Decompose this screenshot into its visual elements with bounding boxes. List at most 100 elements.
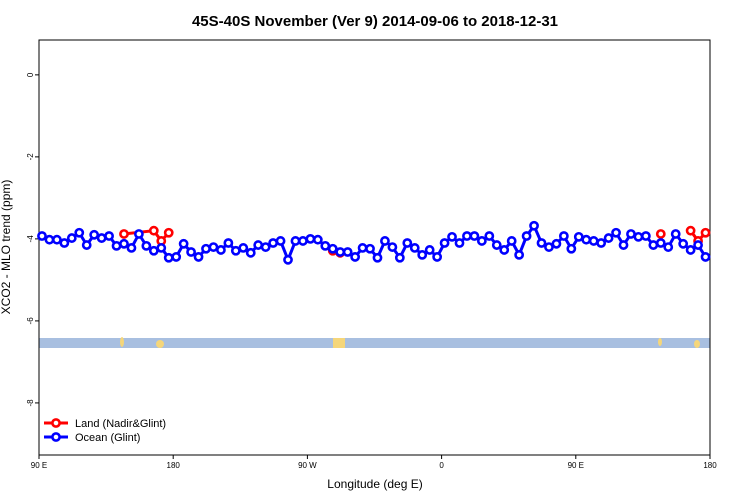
point <box>201 243 211 254</box>
point <box>163 227 174 238</box>
point <box>283 254 293 265</box>
point <box>648 240 659 250</box>
point <box>596 238 607 248</box>
y-tick-label: -8 <box>26 399 35 407</box>
land-patch <box>694 340 700 348</box>
point <box>126 243 137 253</box>
point <box>268 238 279 248</box>
point <box>260 242 271 252</box>
point <box>387 242 398 252</box>
point <box>536 238 547 248</box>
point <box>320 240 331 251</box>
point <box>96 233 107 243</box>
point <box>223 238 234 248</box>
legend-marker <box>51 432 61 442</box>
point <box>603 233 614 243</box>
point <box>588 236 599 246</box>
legend: Land (Nadir&Glint) Ocean (Glint) <box>44 418 166 444</box>
point <box>424 245 435 255</box>
point <box>499 245 510 255</box>
y-axis-label: XCO2 - MLO trend (ppm) <box>0 180 13 315</box>
point <box>611 227 621 238</box>
legend-label: Land (Nadir&Glint) <box>75 418 166 430</box>
point <box>432 252 443 262</box>
x-tick-label: 180 <box>703 461 717 470</box>
point <box>275 236 286 246</box>
point <box>305 233 316 244</box>
legend-label: Ocean (Glint) <box>75 432 140 444</box>
land-patch <box>156 340 164 348</box>
point <box>253 240 264 250</box>
ocean-band <box>39 338 710 348</box>
point <box>119 238 129 249</box>
point <box>111 240 122 251</box>
point <box>298 236 308 246</box>
y-tick-label: -4 <box>26 235 35 243</box>
point <box>327 243 338 254</box>
point <box>365 243 375 254</box>
point <box>372 252 383 263</box>
land-mask-band <box>39 337 710 348</box>
y-tick-label: -6 <box>26 317 35 325</box>
point <box>544 242 554 252</box>
point <box>558 231 569 241</box>
point <box>626 229 636 239</box>
x-tick-label: 90 E <box>568 461 584 470</box>
point <box>193 252 204 262</box>
point <box>66 233 77 243</box>
point <box>663 242 674 252</box>
point <box>417 249 428 260</box>
point <box>633 231 644 242</box>
point <box>81 240 92 250</box>
chart-title: 45S-40S November (Ver 9) 2014-09-06 to 2… <box>192 13 558 30</box>
point <box>618 240 629 250</box>
x-tick-label: 90 E <box>31 461 47 470</box>
point <box>454 238 465 248</box>
point <box>59 238 70 248</box>
point <box>700 252 711 262</box>
point <box>566 243 577 254</box>
point <box>581 234 592 245</box>
point <box>230 245 241 256</box>
point <box>216 245 226 255</box>
land-patch <box>333 338 345 348</box>
point <box>469 231 480 241</box>
point <box>514 249 525 260</box>
y-tick-label: -2 <box>26 153 35 161</box>
point <box>37 231 47 241</box>
x-tick-label: 180 <box>167 461 181 470</box>
legend-marker <box>51 418 61 428</box>
point <box>141 240 152 251</box>
y-tick-label: 0 <box>26 72 35 77</box>
point <box>394 252 405 263</box>
point <box>640 231 651 241</box>
land-patch <box>658 338 662 346</box>
point <box>439 238 450 248</box>
point <box>462 231 472 241</box>
point <box>693 240 703 250</box>
point <box>186 247 196 257</box>
point <box>402 238 413 248</box>
point <box>685 245 696 255</box>
point <box>74 227 85 238</box>
point <box>521 231 532 241</box>
point <box>573 231 584 242</box>
point <box>685 225 696 236</box>
point <box>178 238 189 249</box>
point <box>551 238 562 249</box>
point <box>655 229 666 239</box>
point <box>447 231 457 242</box>
land-patch <box>120 337 124 347</box>
point <box>171 252 182 262</box>
point <box>163 252 174 263</box>
point <box>148 245 159 256</box>
point <box>208 242 219 252</box>
point <box>380 236 390 246</box>
point <box>335 247 346 257</box>
point <box>357 243 368 253</box>
point <box>148 225 159 236</box>
point <box>89 229 100 240</box>
point <box>484 231 495 241</box>
point <box>44 234 55 245</box>
